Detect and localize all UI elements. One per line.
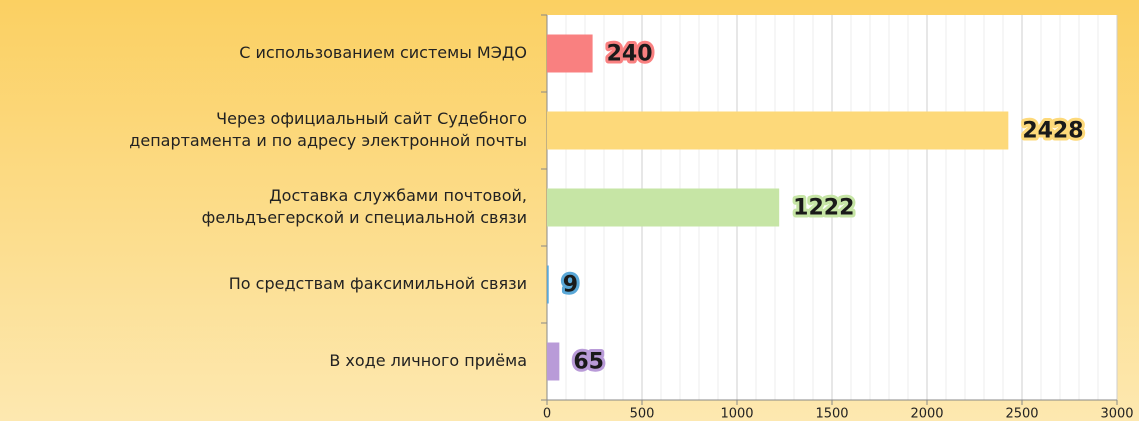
x-tick-label: 0 bbox=[543, 407, 551, 422]
bar bbox=[547, 342, 560, 381]
data-label: 2428 bbox=[1022, 119, 1083, 144]
x-tick-label: 3000 bbox=[1100, 407, 1133, 422]
x-tick-label: 2500 bbox=[1005, 407, 1038, 422]
x-tick-label: 2000 bbox=[910, 407, 943, 422]
y-tick-label: департамента и по адресу электронной поч… bbox=[129, 131, 527, 150]
data-label: 1222 bbox=[793, 196, 854, 221]
bar bbox=[547, 111, 1009, 150]
y-tick-label: фельдъегерской и специальной связи bbox=[202, 208, 527, 227]
data-label: 240 bbox=[607, 42, 653, 67]
y-tick-label: Доставка службами почтовой, bbox=[269, 186, 527, 205]
bar bbox=[547, 188, 780, 227]
data-label: 65 bbox=[573, 350, 604, 375]
y-tick-label: В ходе личного приёма bbox=[329, 351, 527, 370]
x-tick-label: 1500 bbox=[815, 407, 848, 422]
x-tick-label: 500 bbox=[630, 407, 655, 422]
y-tick-label: По средствам факсимильной связи bbox=[229, 274, 527, 293]
x-tick-label: 1000 bbox=[720, 407, 753, 422]
y-tick-label: С использованием системы МЭДО bbox=[239, 43, 527, 62]
bar bbox=[547, 265, 549, 304]
data-label: 9 bbox=[563, 273, 578, 298]
bar bbox=[547, 34, 593, 73]
y-tick-label: Через официальный сайт Судебного bbox=[216, 109, 527, 128]
